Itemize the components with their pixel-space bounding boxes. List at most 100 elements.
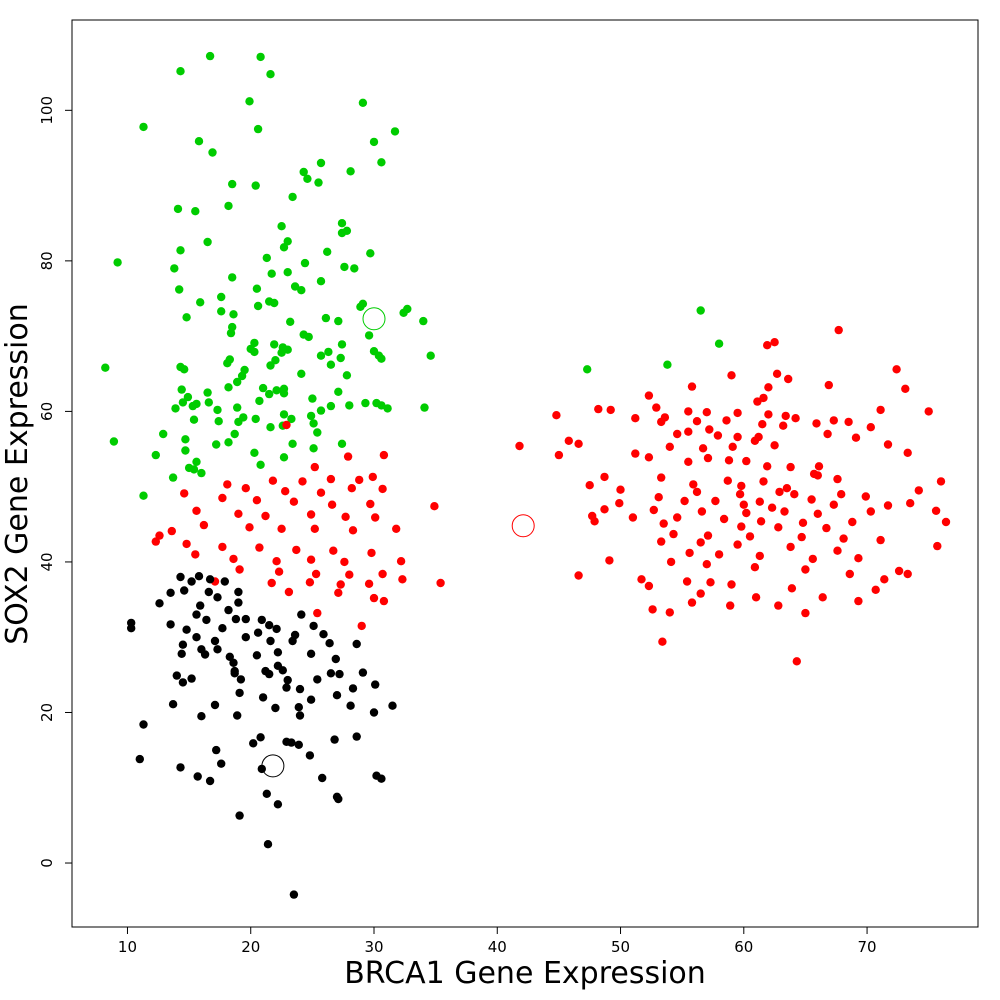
- red-data-point: [306, 555, 316, 564]
- black-data-point: [313, 675, 322, 684]
- green-data-point: [223, 359, 232, 368]
- green-data-point: [228, 273, 237, 282]
- green-data-point: [583, 365, 592, 374]
- green-data-point: [196, 298, 205, 307]
- green-data-point: [204, 398, 213, 407]
- red-data-point: [368, 472, 377, 482]
- red-data-point: [696, 589, 705, 598]
- red-data-point: [833, 474, 842, 484]
- green-data-point: [266, 361, 275, 370]
- red-data-point: [784, 374, 793, 384]
- green-data-point: [229, 310, 238, 319]
- red-data-point: [234, 509, 243, 518]
- red-data-point: [605, 556, 614, 565]
- black-data-point: [266, 636, 275, 646]
- red-data-point: [696, 538, 705, 547]
- red-data-point: [770, 338, 779, 347]
- green-data-point: [287, 414, 296, 424]
- black-data-point: [297, 610, 306, 619]
- red-data-point: [818, 593, 827, 602]
- black-data-point: [326, 669, 336, 678]
- red-data-point: [763, 462, 772, 471]
- red-data-point: [866, 507, 875, 516]
- red-data-point: [199, 520, 209, 530]
- red-data-point: [628, 513, 638, 522]
- green-data-point: [279, 453, 289, 462]
- green-data-point: [250, 448, 259, 457]
- y-tick-label: 60: [38, 402, 56, 421]
- red-data-point: [822, 523, 831, 533]
- x-axis-title: BRCA1 Gene Expression: [344, 956, 706, 991]
- red-data-point: [274, 567, 284, 576]
- black-data-point: [200, 650, 210, 659]
- red-data-point: [316, 488, 326, 497]
- green-data-point: [181, 446, 190, 455]
- green-data-point: [419, 316, 428, 326]
- green-data-point: [203, 237, 212, 247]
- green-data-point: [306, 411, 316, 421]
- red-data-point: [733, 432, 742, 442]
- black-data-point: [319, 630, 328, 639]
- green-data-point: [173, 204, 183, 214]
- green-data-point: [183, 392, 193, 402]
- green-data-point: [224, 383, 233, 392]
- black-data-point: [139, 720, 148, 729]
- x-axis: 10 20 30 40 50 60 70: [118, 926, 877, 956]
- red-data-point: [728, 442, 737, 451]
- green-data-point: [253, 124, 263, 134]
- red-data-point: [782, 484, 792, 493]
- red-data-point: [371, 513, 380, 522]
- black-data-point: [204, 587, 213, 597]
- red-data-point: [801, 608, 810, 618]
- red-data-point: [790, 490, 799, 499]
- red-data-point: [871, 585, 880, 594]
- black-data-point: [306, 649, 316, 658]
- red-data-point: [615, 499, 624, 508]
- red-data-point: [829, 500, 838, 509]
- red-data-point: [180, 489, 189, 498]
- black-data-point: [166, 620, 175, 629]
- black-data-point: [318, 773, 327, 783]
- red-data-point: [680, 496, 689, 506]
- green-data-point: [337, 439, 347, 448]
- red-data-point: [665, 442, 674, 451]
- green-data-point: [346, 167, 355, 176]
- black-data-point: [196, 601, 205, 610]
- black-data-point: [265, 669, 274, 679]
- red-data-point: [780, 507, 789, 516]
- red-data-point: [876, 405, 885, 415]
- green-data-point: [251, 181, 260, 190]
- red-data-point: [327, 500, 337, 509]
- green-data-point: [250, 338, 259, 348]
- red-data-point: [574, 571, 583, 580]
- green-data-point: [197, 468, 206, 478]
- red-data-point: [931, 506, 941, 515]
- red-data-point: [369, 593, 379, 603]
- black-data-point: [220, 577, 229, 586]
- green-data-point: [714, 339, 724, 348]
- green-data-point: [399, 308, 408, 317]
- black-data-point: [294, 740, 303, 749]
- green-data-point: [303, 174, 312, 183]
- green-data-point: [337, 219, 347, 228]
- red-data-point: [808, 554, 817, 564]
- red-data-point: [845, 569, 854, 579]
- green-data-point: [342, 371, 352, 380]
- red-data-point: [289, 497, 299, 506]
- black-data-point: [335, 669, 344, 679]
- black-data-point: [249, 739, 258, 748]
- green-data-point: [383, 404, 392, 413]
- green-data-point: [337, 340, 347, 349]
- x-tick-label: 10: [118, 938, 137, 956]
- red-data-point: [685, 548, 694, 558]
- green-data-point: [182, 313, 191, 322]
- centroid-marker: [261, 754, 285, 778]
- green-data-point: [224, 201, 233, 211]
- black-data-point: [231, 614, 241, 624]
- red-data-point: [779, 421, 788, 430]
- black-data-point: [178, 640, 188, 649]
- red-data-point: [719, 514, 729, 524]
- black-data-point: [176, 572, 185, 582]
- green-data-point: [171, 404, 180, 413]
- red-data-point: [756, 517, 766, 526]
